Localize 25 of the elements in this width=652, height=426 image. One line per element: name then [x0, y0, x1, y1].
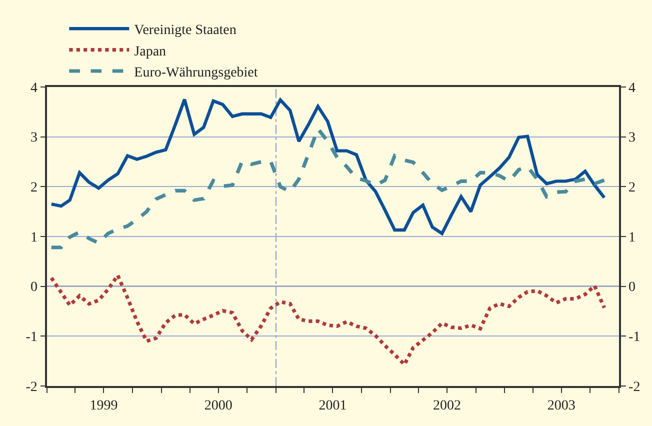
legend-label: Euro-Währungsgebiet: [134, 65, 258, 80]
y-tick-label: 3: [30, 130, 38, 146]
y2-tick-label: -2: [628, 380, 640, 395]
x-tick-label: 2000: [204, 398, 232, 414]
legend-label: Japan: [134, 44, 166, 60]
line-series: [50, 98, 606, 236]
line-series: [50, 274, 606, 366]
x-tick-label: 2003: [547, 398, 576, 414]
y2-tick-label: 0: [628, 280, 636, 296]
y-tick-label: 4: [30, 80, 38, 96]
y-tick-label: -2: [26, 380, 38, 395]
y-tick-label: 0: [30, 280, 38, 296]
y2-tick-label: 1: [628, 230, 636, 246]
y2-tick-label: 4: [628, 80, 636, 96]
x-tick-label: 2001: [318, 398, 347, 414]
y-tick-label: -1: [26, 330, 38, 346]
y2-tick-label: 2: [628, 180, 636, 196]
y-tick-label: 2: [30, 180, 38, 196]
y2-tick-label: 3: [628, 130, 636, 146]
y-tick-label: 1: [30, 230, 38, 246]
x-tick-label: 1999: [90, 398, 118, 414]
line-series: [50, 127, 606, 250]
legend-label: Vereinigte Staaten: [134, 23, 236, 38]
y2-tick-label: -1: [628, 330, 640, 346]
x-tick-label: 2002: [433, 398, 462, 414]
